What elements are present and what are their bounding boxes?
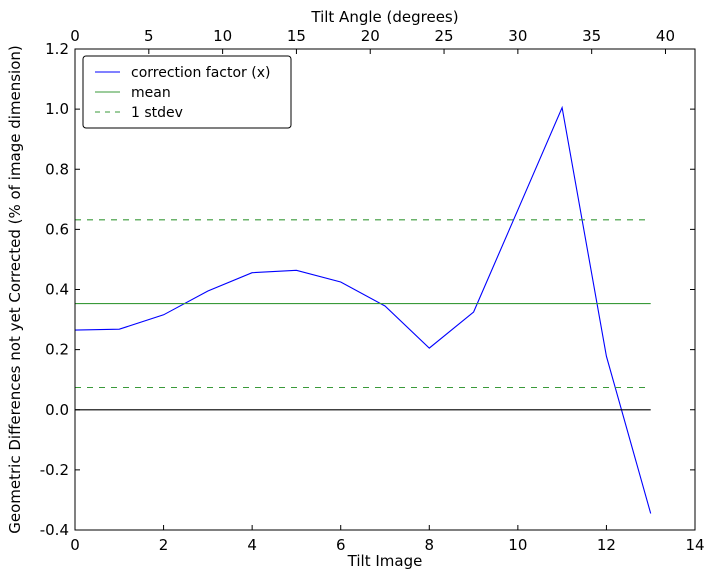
- top-tick-label: 5: [144, 27, 154, 45]
- top-tick-label: 0: [70, 27, 80, 45]
- y-tick-label: 0.2: [45, 341, 69, 359]
- y-tick-label: -0.4: [40, 521, 69, 539]
- x-tick-label: 0: [70, 536, 80, 554]
- top-tick-label: 10: [213, 27, 232, 45]
- y-tick-label: 1.2: [45, 40, 69, 58]
- legend-label: 1 stdev: [131, 105, 183, 121]
- series-layer: [74, 105, 652, 514]
- legend-box: [82, 55, 292, 129]
- y-tick-label: 0.4: [45, 281, 69, 299]
- top-axis-title: Tilt Angle (degrees): [310, 8, 458, 26]
- x-tick-label: 10: [508, 536, 527, 554]
- y-axis-title: Geometric Differences not yet Corrected …: [6, 45, 24, 534]
- x-tick-label: 12: [597, 536, 616, 554]
- top-tick-label: 25: [435, 27, 454, 45]
- x-axis-title: Tilt Image: [347, 552, 423, 570]
- series-line-0: [74, 105, 652, 514]
- x-tick-label: 14: [685, 536, 704, 554]
- y-tick-label: 1.0: [45, 100, 69, 118]
- x-tick-label: 2: [159, 536, 169, 554]
- ticks-layer: 0 2 4 6 8 10 12 14 0 5 10 15 20 25 30 35 40 -0.4 -0.2 0.0 0.…: [40, 27, 705, 554]
- y-tick-label: 0.6: [45, 220, 69, 238]
- legend: correction factor (x) mean 1 stdev: [82, 55, 292, 129]
- legend-label: mean: [131, 85, 171, 101]
- x-tick-label: 8: [425, 536, 435, 554]
- top-tick-label: 15: [287, 27, 306, 45]
- top-tick-label: 35: [582, 27, 601, 45]
- top-tick-label: 30: [508, 27, 527, 45]
- x-tick-label: 4: [247, 536, 257, 554]
- x-tick-label: 6: [336, 536, 346, 554]
- y-tick-label: 0.0: [45, 401, 69, 419]
- plot-frame: [74, 48, 696, 531]
- legend-label: correction factor (x): [131, 65, 270, 81]
- y-tick-label: -0.2: [40, 461, 69, 479]
- top-tick-label: 40: [656, 27, 675, 45]
- top-tick-label: 20: [361, 27, 380, 45]
- y-tick-label: 0.8: [45, 160, 69, 178]
